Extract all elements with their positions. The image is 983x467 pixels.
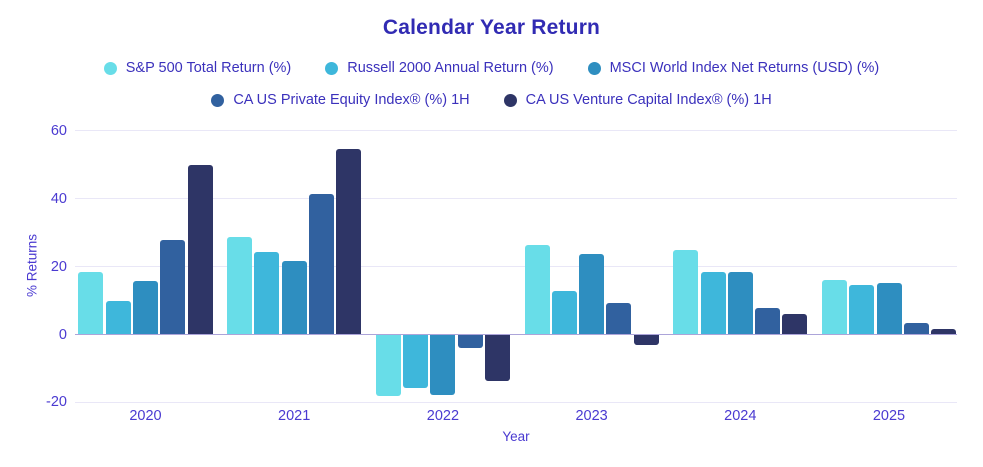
bar-2022-ca-us-venture-capital[interactable] — [485, 334, 510, 382]
gridline-60 — [75, 130, 957, 132]
legend-row-2: CA US Private Equity Index® (%) 1H CA US… — [0, 92, 983, 108]
bar-2023-ca-us-venture-capital[interactable] — [633, 334, 659, 346]
bar-2022-ca-us-private-equity[interactable] — [457, 334, 483, 349]
legend-label-ca-private-equity: CA US Private Equity Index® (%) 1H — [233, 92, 470, 108]
legend-label-russell-2000: Russell 2000 Annual Return (%) — [347, 60, 554, 76]
ca-private-equity-legend-dot-icon — [211, 93, 225, 107]
bar-2021-sp500-total-return[interactable] — [227, 237, 253, 335]
bar-2025-ca-us-venture-capital[interactable] — [931, 329, 957, 335]
bar-2020-sp500-total-return[interactable] — [78, 272, 104, 335]
x-tick-label-2022: 2022 — [426, 408, 460, 424]
x-tick-label-2020: 2020 — [129, 408, 162, 424]
bar-2020-ca-us-private-equity[interactable] — [160, 240, 186, 335]
bar-2021-ca-us-private-equity[interactable] — [309, 194, 334, 335]
bar-2024-ca-us-private-equity[interactable] — [755, 307, 781, 335]
x-tick-label-2021: 2021 — [278, 408, 311, 424]
y-tick-label--20: -20 — [46, 394, 67, 411]
x-tick-label-2024: 2024 — [724, 408, 757, 424]
bar-2020-russell-2000-annual-return[interactable] — [105, 300, 131, 335]
bar-2025-ca-us-private-equity[interactable] — [903, 322, 929, 335]
legend-item-ca-venture-capital[interactable]: CA US Venture Capital Index® (%) 1H — [503, 92, 772, 108]
chart-title: Calendar Year Return — [382, 16, 601, 39]
gridline-40 — [75, 198, 957, 200]
legend-item-russell-2000[interactable]: Russell 2000 Annual Return (%) — [325, 60, 554, 76]
bar-2020-ca-us-venture-capital[interactable] — [187, 164, 213, 335]
y-tick-label-60: 60 — [50, 122, 67, 139]
bar-2021-ca-us-venture-capital[interactable] — [336, 149, 362, 335]
bar-2020-msci-world-net-returns[interactable] — [133, 280, 158, 335]
bar-2024-ca-us-venture-capital[interactable] — [782, 314, 808, 335]
bar-2025-sp500-total-return[interactable] — [821, 280, 847, 335]
legend-label-ca-venture-capital: CA US Venture Capital Index® (%) 1H — [525, 92, 772, 108]
x-tick-label-2025: 2025 — [872, 408, 906, 424]
bar-2021-russell-2000-annual-return[interactable] — [254, 251, 280, 335]
bar-2023-sp500-total-return[interactable] — [524, 245, 550, 335]
bar-2023-msci-world-net-returns[interactable] — [579, 253, 605, 335]
bar-2022-russell-2000-annual-return[interactable] — [403, 334, 429, 389]
bar-2023-russell-2000-annual-return[interactable] — [551, 290, 577, 335]
ca-venture-capital-legend-dot-icon — [503, 93, 517, 107]
legend-item-ca-private-equity[interactable]: CA US Private Equity Index® (%) 1H — [211, 92, 470, 108]
bar-2022-msci-world-net-returns[interactable] — [430, 334, 456, 395]
gridline-20 — [75, 266, 957, 268]
legend-item-sp500[interactable]: S&P 500 Total Return (%) — [103, 60, 292, 76]
bar-2024-russell-2000-annual-return[interactable] — [700, 272, 726, 335]
bar-2025-russell-2000-annual-return[interactable] — [849, 284, 875, 335]
x-tick-label-2023: 2023 — [575, 408, 608, 424]
bar-2023-ca-us-private-equity[interactable] — [606, 303, 632, 335]
legend-label-msci-world: MSCI World Index Net Returns (USD) (%) — [609, 60, 880, 76]
russell-2000-legend-dot-icon — [325, 61, 339, 75]
y-tick-label-20: 20 — [50, 258, 67, 275]
legend-item-msci-world[interactable]: MSCI World Index Net Returns (USD) (%) — [587, 60, 880, 76]
bar-2024-sp500-total-return[interactable] — [673, 250, 699, 335]
bar-2021-msci-world-net-returns[interactable] — [281, 260, 307, 335]
bar-2024-msci-world-net-returns[interactable] — [727, 271, 753, 335]
sp500-legend-dot-icon — [103, 61, 117, 75]
y-tick-label-0: 0 — [58, 326, 67, 343]
bar-2022-sp500-total-return[interactable] — [375, 334, 401, 396]
y-tick-label-40: 40 — [50, 190, 67, 207]
bar-2025-msci-world-net-returns[interactable] — [876, 282, 902, 335]
zero-line — [75, 334, 957, 335]
legend-row-1: S&P 500 Total Return (%) Russell 2000 An… — [0, 60, 983, 76]
legend-label-sp500: S&P 500 Total Return (%) — [125, 60, 292, 76]
x-axis-title: Year — [502, 429, 530, 444]
msci-world-legend-dot-icon — [587, 61, 601, 75]
gridline--20 — [75, 401, 957, 403]
